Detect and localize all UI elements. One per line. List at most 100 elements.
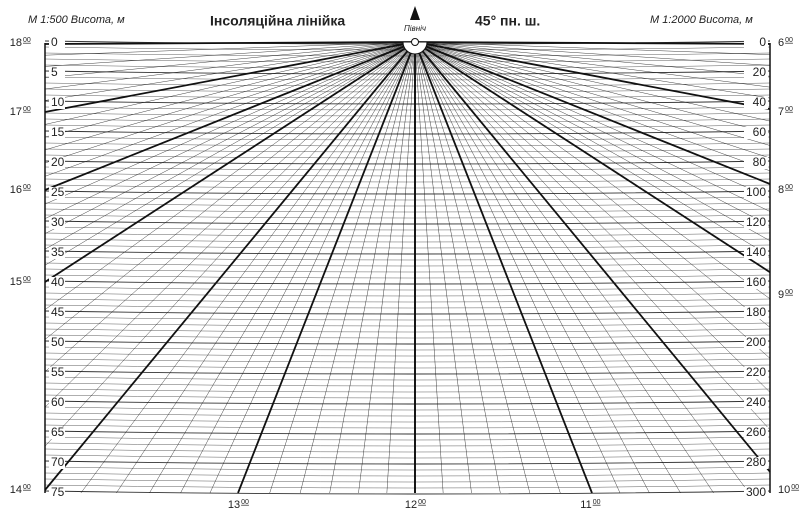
label-bg	[744, 277, 768, 289]
height-line	[44, 448, 771, 453]
minute-ray	[414, 41, 771, 99]
minute-ray	[414, 41, 444, 494]
north-label: Північ	[404, 24, 426, 33]
hour-label: 16	[10, 184, 22, 196]
minute-ray	[44, 41, 416, 78]
minute-ray	[414, 41, 771, 198]
hour-ray	[414, 41, 771, 473]
label-bg	[744, 217, 768, 229]
right-scale-label: 220	[746, 365, 766, 379]
right-scale-label: 80	[753, 155, 767, 169]
label-bg	[744, 67, 768, 79]
protractor	[402, 41, 428, 55]
right-scale-label: 280	[746, 455, 766, 469]
hour-label: 12	[405, 499, 417, 511]
minute-label: 00	[785, 184, 793, 191]
right-scale-label: 120	[746, 215, 766, 229]
height-line	[44, 178, 771, 183]
label-bg	[49, 97, 65, 109]
hour-label: 17	[10, 106, 22, 118]
height-line	[44, 292, 771, 297]
minute-label: 00	[23, 184, 31, 191]
minute-ray	[44, 41, 416, 101]
height-line	[44, 118, 771, 123]
right-scale-label: 20	[753, 65, 767, 79]
minute-ray	[44, 41, 416, 234]
label-bg	[49, 187, 65, 199]
left-scale-title: M 1:500 Висота, м	[28, 14, 125, 26]
minute-ray	[414, 41, 771, 328]
minute-ray	[414, 41, 472, 494]
height-line	[44, 478, 771, 483]
label-bg	[744, 427, 768, 439]
label-bg	[744, 367, 768, 379]
hour-ray	[44, 41, 416, 491]
left-scale-label: 20	[51, 155, 65, 169]
minute-label: 00	[23, 484, 31, 491]
height-line	[44, 424, 771, 429]
minute-label: 00	[785, 106, 793, 113]
minute-label: 00	[791, 484, 799, 491]
minute-ray	[44, 41, 416, 250]
hour-ray	[44, 41, 416, 283]
minute-ray	[414, 41, 771, 122]
origin	[411, 38, 419, 46]
minute-ray	[44, 41, 416, 310]
height-line	[44, 184, 771, 189]
latitude: 45° пн. ш.	[475, 13, 540, 29]
left-scale-label: 25	[51, 185, 65, 199]
minute-ray	[358, 41, 416, 494]
minute-ray	[44, 41, 416, 90]
height-line	[44, 244, 771, 249]
minute-ray	[386, 41, 416, 494]
height-line	[44, 208, 771, 213]
minute-ray	[414, 41, 771, 257]
height-line	[44, 196, 771, 201]
label-bg	[744, 37, 768, 49]
left-scale-label: 15	[51, 125, 65, 139]
right-scale-label: 60	[753, 125, 767, 139]
minute-ray	[414, 41, 771, 55]
height-line	[44, 376, 771, 381]
height-line	[44, 328, 771, 333]
right-scale-title: M 1:2000 Висота, м	[650, 14, 753, 26]
minute-ray	[44, 41, 416, 177]
minute-ray	[44, 41, 416, 67]
height-line-major	[44, 340, 771, 345]
height-line	[44, 304, 771, 309]
left-scale-label: 5	[51, 65, 58, 79]
height-line	[44, 298, 771, 303]
hour-ray	[414, 41, 771, 45]
height-line-major	[44, 370, 771, 375]
height-line	[44, 214, 771, 219]
north-arrow	[410, 6, 420, 20]
left-scale-label: 75	[51, 485, 65, 499]
minute-ray	[329, 41, 416, 494]
hour-ray	[414, 41, 771, 274]
minute-ray	[44, 41, 416, 372]
height-line	[44, 412, 771, 417]
height-line-major	[44, 190, 771, 195]
height-line-major	[44, 430, 771, 435]
height-line	[44, 418, 771, 423]
height-line-major	[44, 310, 771, 315]
height-line-major	[44, 70, 771, 75]
hour-label: 11	[580, 499, 591, 511]
minute-label: 00	[23, 106, 31, 113]
height-line-major	[44, 460, 771, 465]
right-scale-label: 0	[759, 35, 766, 49]
minute-ray	[414, 41, 771, 241]
height-line-major	[44, 130, 771, 135]
label-bg	[49, 217, 65, 229]
height-line	[44, 286, 771, 291]
left-scale-label: 45	[51, 305, 65, 319]
label-bg	[49, 337, 65, 349]
label-bg	[744, 487, 768, 499]
hour-ray	[414, 41, 593, 494]
hour-ray	[44, 41, 416, 45]
minute-ray	[414, 41, 621, 494]
height-line	[44, 466, 771, 471]
minute-ray	[414, 41, 771, 159]
minute-ray	[209, 41, 416, 494]
minute-ray	[44, 41, 416, 447]
